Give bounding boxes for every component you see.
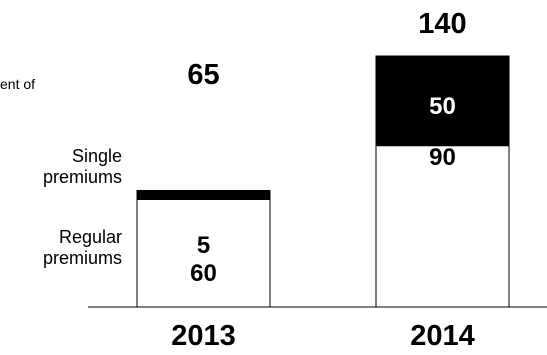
total-label-2013: 65 [187,59,219,91]
data-label-2013-regular: 60 [190,260,217,287]
data-label-2013-single: 5 [197,232,210,259]
legend-single-premiums: Single premiums [42,146,122,187]
total-label-2014: 140 [418,8,466,40]
bar-2013-single [136,189,271,200]
data-label-2014-single: 50 [429,93,456,120]
legend-regular-premiums: Regular premiums [42,227,122,268]
x-tick-label-2014: 2014 [410,320,475,352]
x-tick-label-2013: 2013 [171,320,236,352]
cropped-label-fragment: ent of [0,76,36,92]
bar-2014-single [375,55,510,147]
data-label-2014-regular: 90 [429,144,456,171]
bar-2014-regular [375,145,510,308]
